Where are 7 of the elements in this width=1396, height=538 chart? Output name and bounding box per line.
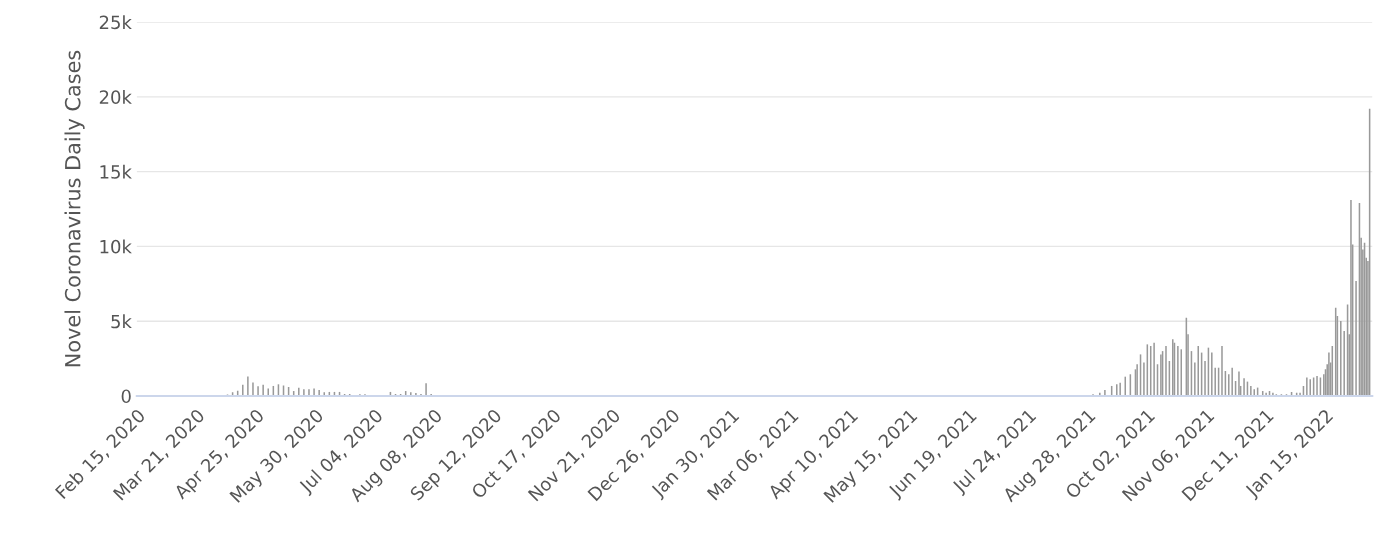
y-tick-label: 10k <box>100 239 132 254</box>
y-tick-label: 0 <box>121 389 131 404</box>
y-tick-label: 25k <box>99 15 132 30</box>
y-tick-label: 5k <box>111 314 132 329</box>
y-axis-title: Novel Coronavirus Daily Cases <box>64 50 85 367</box>
y-tick-label: 15k <box>100 164 132 179</box>
y-tick-label: 20k <box>99 89 132 104</box>
